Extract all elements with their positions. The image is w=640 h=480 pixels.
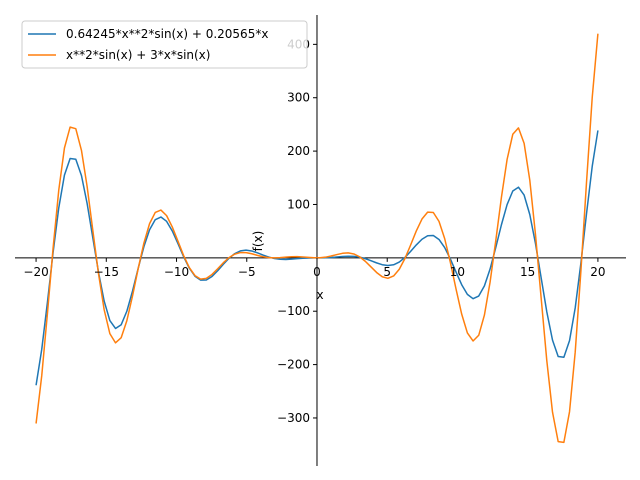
- x-tick-label: 10: [450, 265, 465, 279]
- y-tick-label: 100: [287, 197, 310, 211]
- legend-label-2: x**2*sin(x) + 3*x*sin(x): [66, 48, 210, 62]
- x-tick-label: 5: [383, 265, 391, 279]
- y-tick-label: −100: [277, 304, 310, 318]
- ticks-layer: −20 −15 −10 −5 0 5 10 15 20 −300 −200 −100 100 200 300…: [23, 37, 605, 425]
- y-tick-label: −300: [277, 411, 310, 425]
- y-tick-label: 300: [287, 91, 310, 105]
- x-tick-label: 0: [313, 265, 321, 279]
- x-tick-label: −5: [238, 265, 256, 279]
- series-line-2: [35, 33, 599, 444]
- legend-label-1: 0.64245*x**2*sin(x) + 0.20565*x: [66, 27, 268, 41]
- series-layer: [35, 33, 599, 444]
- x-tick-label: −15: [94, 265, 119, 279]
- legend: 0.64245*x**2*sin(x) + 0.20565*x x**2*sin(…: [21, 20, 308, 69]
- x-tick-label: −10: [164, 265, 189, 279]
- x-tick-label: −20: [23, 265, 48, 279]
- y-axis-label: f(x): [251, 231, 265, 252]
- y-tick-label: −200: [277, 358, 310, 372]
- x-axis-label: x: [316, 288, 323, 302]
- legend-frame: [21, 20, 308, 69]
- x-tick-label: 15: [520, 265, 535, 279]
- y-tick-label: 200: [287, 144, 310, 158]
- x-tick-label: 20: [590, 265, 605, 279]
